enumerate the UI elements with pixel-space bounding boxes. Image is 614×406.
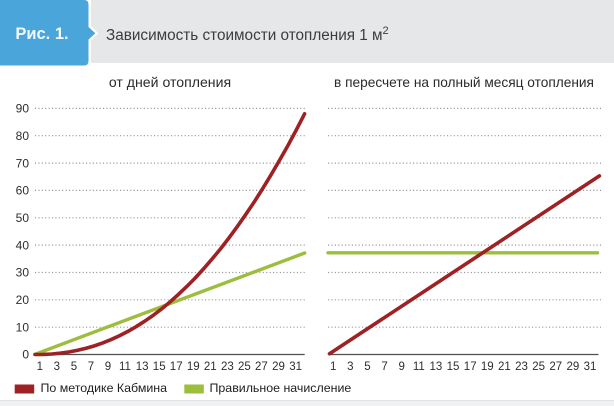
svg-text:5: 5 [71,361,77,373]
svg-text:в пересчете на полный месяц от: в пересчете на полный месяц отопления [334,75,594,90]
svg-text:70: 70 [16,156,30,170]
svg-text:7: 7 [88,361,94,373]
svg-text:17: 17 [464,361,477,373]
svg-text:23: 23 [515,361,528,373]
svg-text:50: 50 [16,211,30,225]
svg-text:25: 25 [532,361,545,373]
svg-text:По методике Кабмина: По методике Кабмина [41,381,168,395]
svg-text:Рис. 1.: Рис. 1. [15,25,68,43]
svg-text:7: 7 [381,361,387,373]
svg-text:19: 19 [481,361,494,373]
svg-text:25: 25 [238,361,251,373]
svg-text:31: 31 [584,361,597,373]
svg-text:13: 13 [430,361,443,373]
svg-text:15: 15 [447,361,460,373]
svg-text:31: 31 [289,361,302,373]
svg-text:21: 21 [498,361,511,373]
svg-text:17: 17 [170,361,183,373]
svg-text:10: 10 [16,320,30,334]
svg-text:3: 3 [347,361,353,373]
svg-text:40: 40 [16,238,30,252]
svg-text:29: 29 [567,361,580,373]
svg-text:15: 15 [153,361,166,373]
svg-text:от дней отопления: от дней отопления [109,74,231,90]
svg-text:1: 1 [330,361,336,373]
svg-text:60: 60 [16,184,30,198]
svg-text:0: 0 [22,348,29,362]
svg-text:13: 13 [136,361,149,373]
svg-text:20: 20 [16,293,30,307]
svg-text:5: 5 [364,361,370,373]
svg-text:3: 3 [54,361,60,373]
svg-text:9: 9 [398,361,404,373]
svg-text:19: 19 [187,361,200,373]
svg-text:80: 80 [16,129,30,143]
svg-text:11: 11 [413,361,425,373]
svg-text:27: 27 [549,361,562,373]
svg-text:11: 11 [119,361,131,373]
svg-text:23: 23 [221,361,234,373]
svg-text:30: 30 [16,266,30,280]
svg-text:9: 9 [105,361,111,373]
svg-text:90: 90 [16,102,30,116]
svg-text:21: 21 [204,361,217,373]
svg-text:27: 27 [255,361,268,373]
svg-text:29: 29 [272,361,285,373]
svg-text:Правильное начисление: Правильное начисление [210,381,352,395]
svg-text:1: 1 [37,361,43,373]
